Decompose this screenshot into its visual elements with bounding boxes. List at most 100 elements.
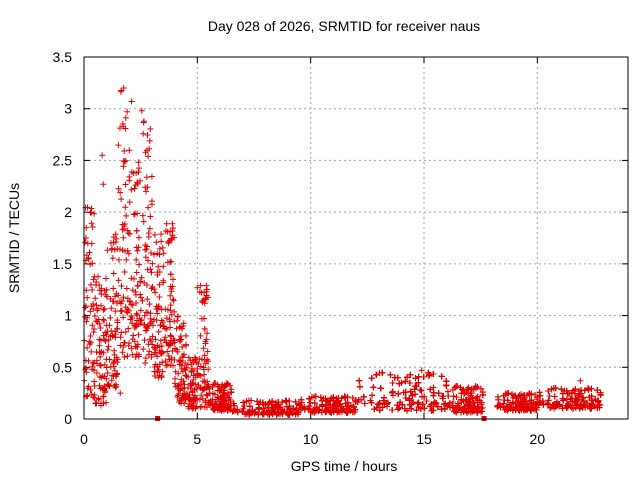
data-point — [514, 404, 521, 411]
data-point — [104, 370, 111, 377]
y-tick-labels: 0 0.5 1 1.5 2 2.5 3 3.5 — [53, 49, 73, 427]
data-point — [96, 342, 103, 349]
data-point — [144, 147, 151, 154]
data-point — [537, 399, 544, 406]
data-point — [110, 359, 117, 366]
data-point — [143, 243, 150, 250]
data-point — [167, 332, 174, 339]
data-point — [524, 406, 531, 413]
data-point — [136, 234, 143, 241]
data-point — [516, 392, 523, 399]
data-point — [193, 403, 200, 410]
data-point — [413, 383, 420, 390]
axis-ticks — [83, 56, 628, 420]
data-point — [105, 343, 112, 350]
data-point — [428, 407, 435, 414]
data-point — [188, 403, 195, 410]
data-point — [175, 390, 182, 397]
data-point — [147, 213, 154, 220]
data-point — [185, 354, 192, 361]
data-point — [188, 369, 195, 376]
data-point — [567, 395, 574, 402]
data-point — [132, 182, 139, 189]
data-point — [243, 398, 250, 405]
data-point — [211, 391, 218, 398]
data-point — [255, 411, 262, 418]
data-point — [133, 310, 140, 317]
data-point — [194, 284, 201, 291]
data-point — [107, 363, 114, 370]
data-point — [227, 382, 234, 389]
data-point — [577, 377, 584, 384]
data-point — [162, 334, 169, 341]
data-point — [126, 147, 133, 154]
data-point — [126, 340, 133, 347]
data-point — [91, 313, 98, 320]
data-point — [350, 403, 357, 410]
data-point — [136, 261, 143, 268]
data-point — [165, 352, 172, 359]
data-point — [89, 223, 96, 230]
data-point — [124, 227, 131, 234]
y-axis-label: SRMTID / TECUs — [6, 183, 22, 293]
data-point — [423, 397, 430, 404]
data-point — [523, 392, 530, 399]
data-point — [133, 343, 140, 350]
data-point — [468, 407, 475, 414]
data-point — [203, 282, 210, 289]
data-point — [93, 302, 100, 309]
data-point — [323, 398, 330, 405]
data-point — [296, 400, 303, 407]
data-point — [138, 274, 145, 281]
data-point — [122, 328, 129, 335]
data-point — [109, 372, 116, 379]
data-point — [404, 407, 411, 414]
data-point — [340, 405, 347, 412]
data-point — [172, 383, 179, 390]
data-point — [170, 276, 177, 283]
data-point — [465, 384, 472, 391]
data-point — [186, 394, 193, 401]
data-point — [152, 289, 159, 296]
data-point — [216, 387, 223, 394]
data-point — [185, 374, 192, 381]
data-point — [117, 342, 124, 349]
data-point — [99, 152, 106, 159]
data-point — [156, 281, 163, 288]
data-point — [204, 330, 211, 337]
data-point — [319, 401, 326, 408]
data-point — [157, 322, 164, 329]
data-point — [406, 379, 413, 386]
data-point — [167, 292, 174, 299]
data-point — [158, 343, 165, 350]
data-point — [163, 326, 170, 333]
data-point — [547, 404, 554, 411]
data-point — [217, 387, 224, 394]
data-point — [152, 336, 159, 343]
data-point — [588, 395, 595, 402]
data-point — [174, 313, 181, 320]
data-point — [430, 370, 437, 377]
data-point — [289, 410, 296, 417]
y-tick-label: 3.5 — [53, 49, 73, 65]
data-point — [109, 332, 116, 339]
data-point — [248, 397, 255, 404]
chart-title: Day 028 of 2026, SRMTID for receiver nau… — [208, 18, 480, 34]
data-point — [200, 345, 207, 352]
data-point — [433, 400, 440, 407]
data-point — [197, 372, 204, 379]
data-point — [411, 386, 418, 393]
data-point — [379, 404, 386, 411]
data-point — [144, 309, 151, 316]
data-point — [415, 373, 422, 380]
data-point — [118, 283, 125, 290]
data-point — [172, 375, 179, 382]
data-point — [558, 386, 565, 393]
data-point — [229, 408, 236, 415]
data-point — [148, 269, 155, 276]
data-point — [135, 159, 142, 166]
data-point — [203, 336, 210, 343]
data-point — [91, 210, 98, 217]
data-point — [88, 220, 95, 227]
data-point — [182, 332, 189, 339]
